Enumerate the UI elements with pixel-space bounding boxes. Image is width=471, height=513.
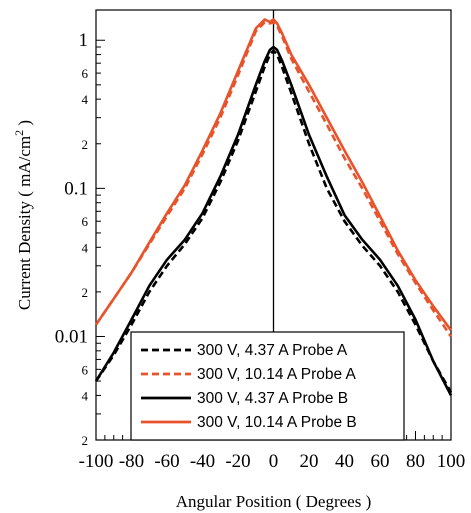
x-tick-label: -80	[119, 451, 144, 472]
y-tick-label: 0.01	[55, 326, 88, 347]
legend-entry-2: 300 V, 10.14 A Probe A	[197, 366, 357, 383]
series-line-4	[94, 18, 453, 332]
y-minor-tick-label: 2	[82, 137, 89, 152]
legend-entry-3: 300 V, 4.37 A Probe B	[197, 390, 348, 407]
x-tick-label: -100	[79, 451, 114, 472]
series-line-2	[94, 21, 453, 338]
y-tick-label: 0.1	[64, 178, 88, 199]
x-tick-label: 0	[269, 451, 279, 472]
y-axis-label-main: Current Density ( mA/cm	[15, 136, 34, 310]
y-tick-label: 1	[79, 30, 89, 51]
y-minor-tick-label: 2	[82, 433, 89, 448]
y-minor-tick-label: 6	[82, 214, 89, 229]
x-tick-label: -20	[225, 451, 250, 472]
series-layer	[94, 18, 453, 396]
x-tick-label: 80	[406, 451, 425, 472]
legend: 300 V, 4.37 A Probe A 300 V, 10.14 A Prob…	[130, 331, 405, 441]
x-tick-label: -40	[190, 451, 215, 472]
series-line-1	[94, 49, 453, 393]
y-minor-tick-label: 4	[82, 92, 89, 107]
y-axis-label-superscript: 2	[12, 130, 26, 136]
y-axis-label-end: )	[15, 120, 34, 130]
y-minor-tick-label: 4	[82, 388, 89, 403]
x-tick-label: 100	[437, 451, 466, 472]
y-minor-tick-label: 6	[82, 362, 89, 377]
y-minor-tick-label: 6	[82, 66, 89, 81]
x-tick-label: 60	[371, 451, 390, 472]
x-tick-label: -60	[154, 451, 179, 472]
legend-entry-4: 300 V, 10.14 A Probe B	[197, 414, 357, 431]
x-tick-label: 40	[335, 451, 354, 472]
y-axis-label: Current Density ( mA/cm2 )	[12, 120, 34, 310]
y-minor-tick-label: 4	[82, 240, 89, 255]
x-axis-label: Angular Position ( Degrees )	[176, 492, 371, 511]
series-line-3	[94, 45, 453, 396]
x-tick-label: 20	[300, 451, 319, 472]
legend-entry-1: 300 V, 4.37 A Probe A	[197, 342, 348, 359]
y-minor-tick-label: 2	[82, 285, 89, 300]
